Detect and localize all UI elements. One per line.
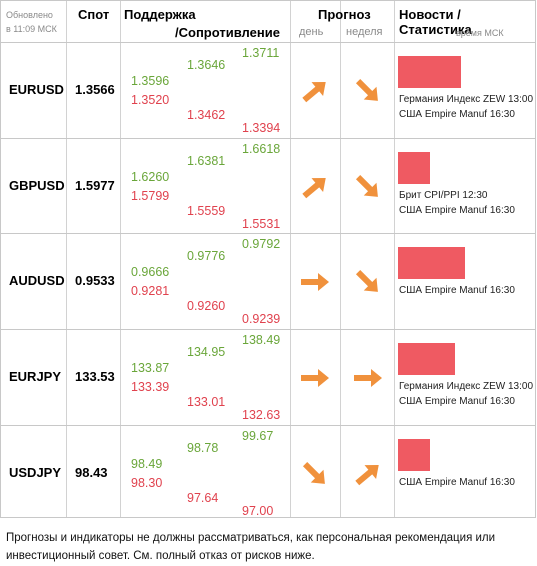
- spot-value: 98.43: [75, 465, 108, 480]
- table-row: EURJPY 133.53 133.87 133.39 134.95 133.01 138.…: [1, 330, 537, 425]
- resistance-high: 1.6618: [242, 142, 281, 156]
- up-right-arrow-icon: [298, 76, 332, 106]
- spot-value: 1.5977: [75, 178, 115, 193]
- news-item[interactable]: США Empire Manuf 16:30: [399, 205, 515, 216]
- divider: [120, 1, 121, 517]
- down-right-arrow-icon: [351, 172, 385, 202]
- news-importance-bar: [398, 439, 430, 471]
- forecast-header: Прогноз: [318, 7, 371, 22]
- level-mid-low: 0.9260: [187, 299, 226, 313]
- divider: [1, 42, 535, 43]
- resistance-high: 99.67: [242, 429, 274, 443]
- support-1: 0.9666: [131, 265, 170, 279]
- spot-value: 133.53: [75, 369, 115, 384]
- spot-header: Спот: [78, 7, 110, 22]
- updated-label: Обновлено: [6, 10, 53, 20]
- level-mid-high: 1.3646: [187, 58, 226, 72]
- forecast-day-header: день: [299, 26, 324, 38]
- up-right-arrow-icon: [351, 459, 385, 489]
- news-importance-bar: [398, 343, 455, 375]
- updated-time: в 11:09 МСК: [6, 24, 57, 34]
- news-item[interactable]: США Empire Manuf 16:30: [399, 109, 515, 120]
- divider: [1, 425, 535, 426]
- news-item[interactable]: США Empire Manuf 16:30: [399, 396, 515, 407]
- up-right-arrow-icon: [298, 172, 332, 202]
- table-row: GBPUSD 1.5977 1.6260 1.5799 1.6381 1.5559 1.66…: [1, 139, 537, 234]
- level-mid-low: 1.5559: [187, 204, 226, 218]
- pair-name: USDJPY: [9, 465, 62, 480]
- resistance-low: 97.00: [242, 504, 274, 518]
- news-importance-bar: [398, 56, 461, 88]
- right-arrow-icon: [351, 363, 385, 393]
- news-time-label: время МСК: [456, 28, 504, 38]
- news-importance-bar: [398, 152, 430, 184]
- support-2: 98.30: [131, 476, 163, 490]
- level-mid-low: 1.3462: [187, 108, 226, 122]
- news-header: Новости / Статистика: [399, 7, 472, 37]
- divider: [1, 233, 535, 234]
- divider: [1, 329, 535, 330]
- down-right-arrow-icon: [351, 76, 385, 106]
- divider: [66, 1, 67, 517]
- level-mid-low: 97.64: [187, 491, 219, 505]
- news-item[interactable]: США Empire Manuf 16:30: [399, 477, 515, 488]
- resistance-high: 138.49: [242, 333, 281, 347]
- resistance-high: 0.9792: [242, 237, 281, 251]
- resistance-low: 0.9239: [242, 312, 281, 326]
- news-item[interactable]: Германия Индекс ZEW 13:00: [399, 94, 533, 105]
- support-1: 98.49: [131, 457, 163, 471]
- news-item[interactable]: Брит CPI/PPI 12:30: [399, 190, 488, 201]
- right-arrow-icon: [298, 363, 332, 393]
- level-mid-high: 98.78: [187, 441, 219, 455]
- disclaimer: Прогнозы и индикаторы не должны рассматр…: [6, 532, 496, 562]
- support-2: 1.3520: [131, 93, 170, 107]
- pair-name: AUDUSD: [9, 273, 65, 288]
- support-1: 1.6260: [131, 170, 170, 184]
- spot-value: 1.3566: [75, 82, 115, 97]
- divider: [290, 1, 291, 517]
- level-mid-high: 1.6381: [187, 154, 226, 168]
- news-item[interactable]: США Empire Manuf 16:30: [399, 285, 515, 296]
- support-1: 133.87: [131, 361, 170, 375]
- down-right-arrow-icon: [351, 267, 385, 297]
- support-2: 0.9281: [131, 284, 170, 298]
- support-1: 1.3596: [131, 74, 170, 88]
- news-importance-bar: [398, 247, 465, 279]
- support-2: 133.39: [131, 380, 170, 394]
- forecast-week-header: неделя: [346, 26, 383, 38]
- divider: [394, 1, 395, 517]
- level-mid-high: 134.95: [187, 345, 226, 359]
- news-item[interactable]: Германия Индекс ZEW 13:00: [399, 381, 533, 392]
- resistance-low: 1.3394: [242, 121, 281, 135]
- pair-name: EURUSD: [9, 82, 64, 97]
- table-row: EURUSD 1.3566 1.3596 1.3520 1.3646 1.3462 1.37…: [1, 43, 537, 138]
- level-mid-low: 133.01: [187, 395, 226, 409]
- resistance-header: /Сопротивление: [175, 25, 280, 40]
- divider: [1, 138, 535, 139]
- level-mid-high: 0.9776: [187, 249, 226, 263]
- forecast-table: Обновлено в 11:09 МСК Спот Поддержка /Со…: [0, 0, 536, 518]
- divider: [340, 1, 341, 517]
- right-arrow-icon: [298, 267, 332, 297]
- resistance-high: 1.3711: [242, 46, 280, 60]
- support-2: 1.5799: [131, 189, 170, 203]
- spot-value: 0.9533: [75, 273, 115, 288]
- resistance-low: 1.5531: [242, 217, 281, 231]
- support-header: Поддержка: [124, 7, 196, 22]
- table-row: AUDUSD 0.9533 0.9666 0.9281 0.9776 0.9260 0.97…: [1, 234, 537, 329]
- pair-name: GBPUSD: [9, 178, 65, 193]
- down-right-arrow-icon: [298, 459, 332, 489]
- pair-name: EURJPY: [9, 369, 62, 384]
- table-row: USDJPY 98.43 98.49 98.30 98.78 97.64 99.67 97.0…: [1, 426, 537, 521]
- resistance-low: 132.63: [242, 408, 281, 422]
